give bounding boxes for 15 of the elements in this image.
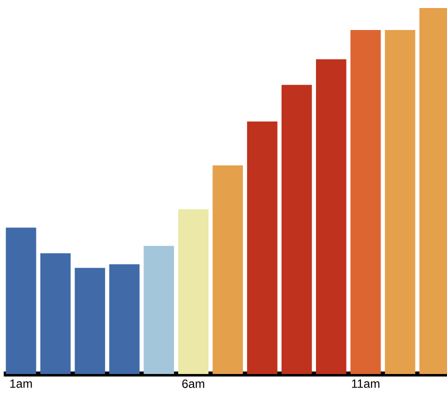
bar (282, 84, 312, 374)
bar (384, 30, 416, 374)
bar (109, 264, 140, 374)
bar (178, 209, 208, 374)
bar (74, 268, 106, 374)
bar (40, 253, 71, 374)
bar (212, 165, 243, 374)
x-tick-label: 6am (182, 380, 204, 388)
x-tick-label: 11am (352, 380, 380, 388)
x-tick-label: 1am (10, 380, 32, 388)
bar (247, 121, 278, 374)
bar (316, 59, 346, 374)
bar (144, 246, 174, 374)
bar (350, 30, 381, 374)
bar (6, 228, 36, 374)
